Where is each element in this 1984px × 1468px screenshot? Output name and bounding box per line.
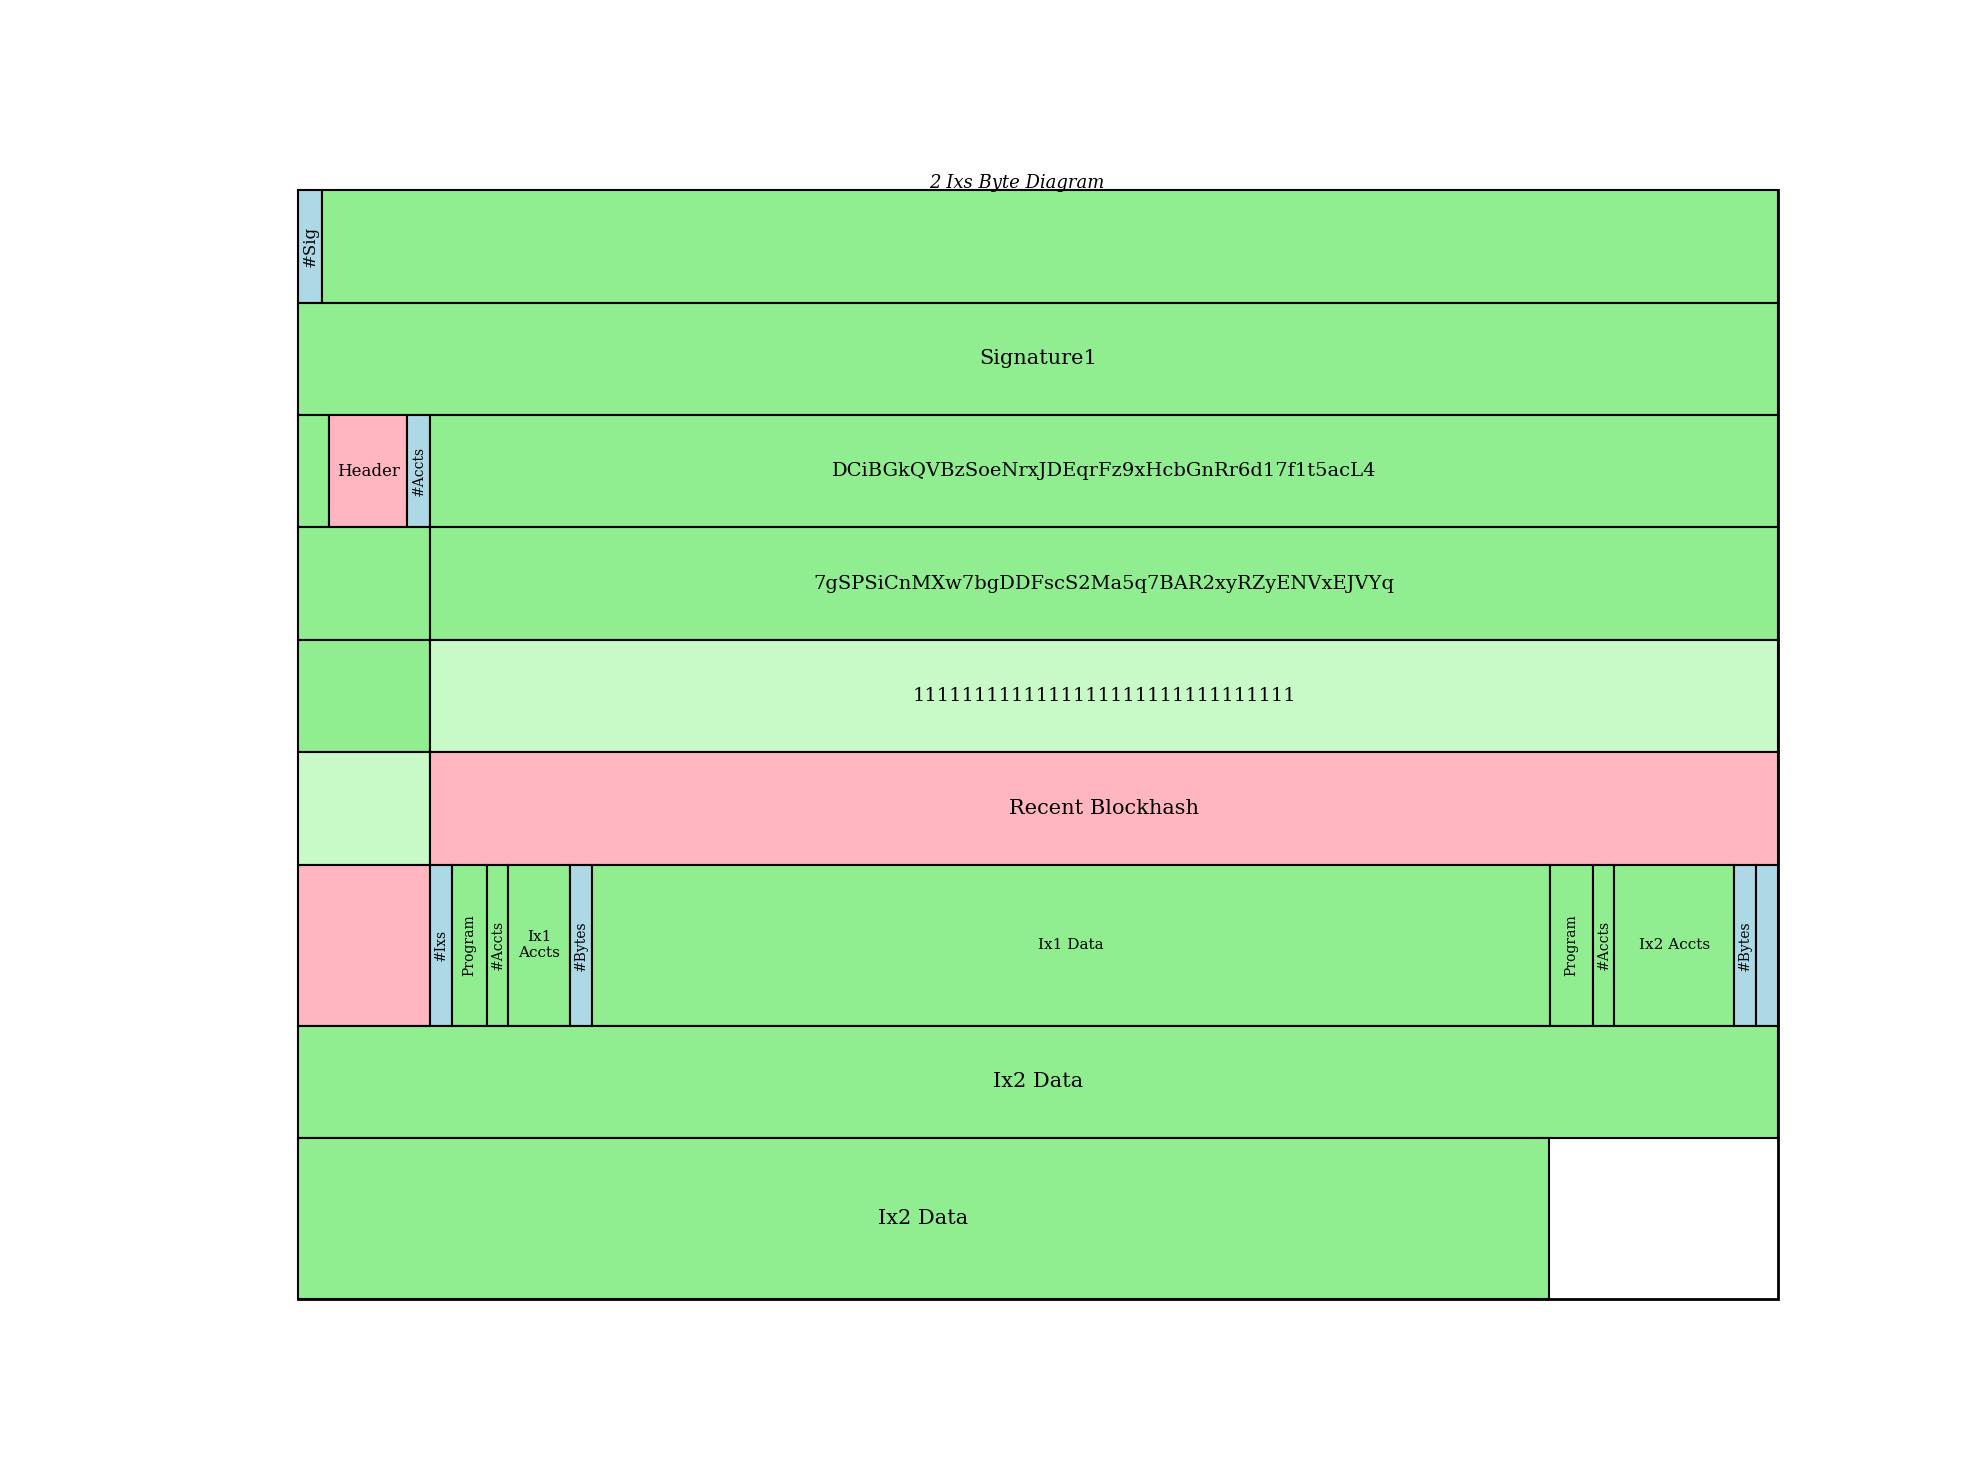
- Text: Program: Program: [462, 915, 476, 976]
- Text: #Accts: #Accts: [490, 920, 504, 970]
- Bar: [508, 865, 571, 1026]
- Text: Ix2 Accts: Ix2 Accts: [1639, 938, 1710, 953]
- Bar: [329, 415, 407, 527]
- Bar: [298, 1026, 1778, 1138]
- Bar: [298, 865, 431, 1026]
- Text: #Accts: #Accts: [411, 446, 425, 496]
- Text: Recent Blockhash: Recent Blockhash: [1010, 799, 1198, 818]
- Text: #Sig: #Sig: [302, 226, 319, 267]
- Text: Ix2 Data: Ix2 Data: [879, 1210, 968, 1227]
- Text: 7gSPSiCnMXw7bgDDFscS2Ma5q7BAR2xyRZyENVxEJVYq: 7gSPSiCnMXw7bgDDFscS2Ma5q7BAR2xyRZyENVxE…: [813, 575, 1395, 593]
- Bar: [1615, 865, 1734, 1026]
- Bar: [1734, 865, 1756, 1026]
- Bar: [431, 527, 1778, 640]
- Text: Header: Header: [337, 462, 399, 480]
- Text: Program: Program: [1563, 915, 1579, 976]
- Text: Ix1
Accts: Ix1 Accts: [518, 931, 559, 960]
- Text: #Accts: #Accts: [1597, 920, 1611, 970]
- Bar: [298, 189, 321, 302]
- Text: #Bytes: #Bytes: [1738, 920, 1752, 970]
- Bar: [298, 640, 431, 753]
- Bar: [431, 415, 1778, 527]
- Bar: [298, 1138, 1550, 1299]
- Text: Ix2 Data: Ix2 Data: [994, 1073, 1083, 1091]
- Bar: [298, 753, 431, 865]
- Text: Ix1 Data: Ix1 Data: [1038, 938, 1103, 953]
- Bar: [1756, 865, 1778, 1026]
- Bar: [1593, 865, 1615, 1026]
- Bar: [431, 640, 1778, 753]
- Text: DCiBGkQVBzSoeNrxJDEqrFz9xHcbGnRr6d17f1t5acL4: DCiBGkQVBzSoeNrxJDEqrFz9xHcbGnRr6d17f1t5…: [831, 462, 1377, 480]
- Bar: [1550, 865, 1593, 1026]
- Bar: [298, 527, 431, 640]
- Bar: [431, 865, 452, 1026]
- Text: 2 Ixs Byte Diagram: 2 Ixs Byte Diagram: [929, 175, 1105, 192]
- Bar: [571, 865, 591, 1026]
- Text: #Bytes: #Bytes: [573, 920, 587, 970]
- Text: #Ixs: #Ixs: [434, 929, 448, 962]
- Bar: [298, 302, 1778, 415]
- Bar: [321, 189, 1778, 302]
- Bar: [407, 415, 431, 527]
- Bar: [298, 415, 329, 527]
- Bar: [452, 865, 486, 1026]
- Text: 1111111111111111111111111111111: 1111111111111111111111111111111: [913, 687, 1296, 705]
- Bar: [431, 753, 1778, 865]
- Bar: [591, 865, 1550, 1026]
- Text: Signature1: Signature1: [980, 349, 1097, 368]
- Bar: [486, 865, 508, 1026]
